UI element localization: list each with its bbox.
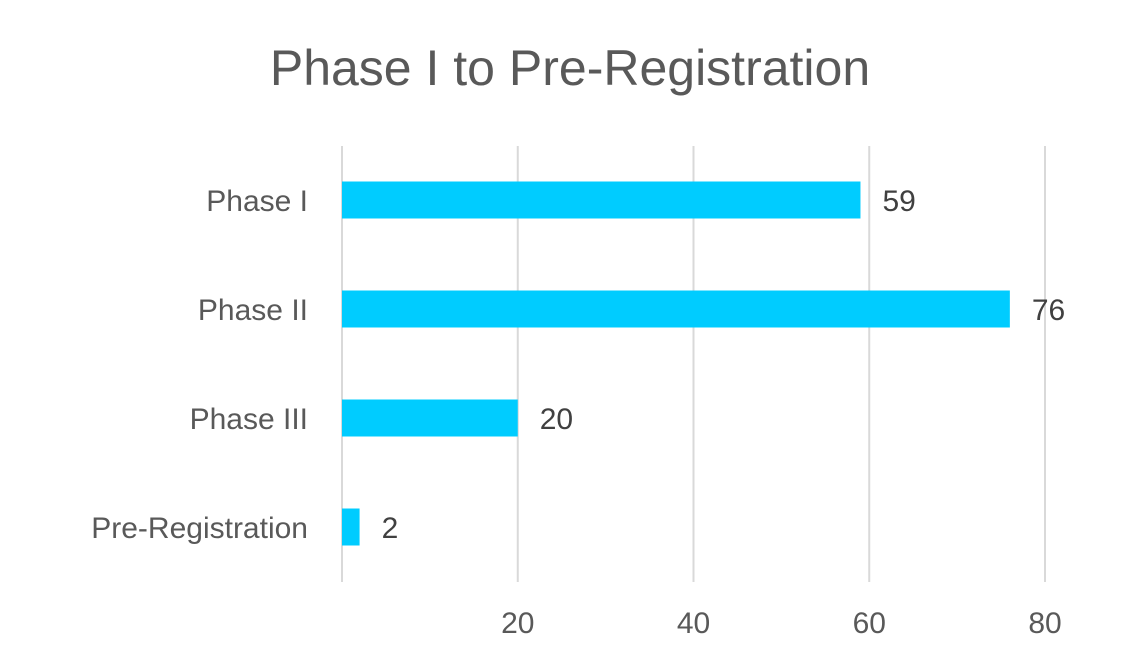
x-axis-ticks: 20 40 60 80	[501, 607, 1062, 640]
chart-title: Phase I to Pre-Registration	[269, 40, 871, 96]
category-label: Phase II	[198, 294, 308, 327]
category-label: Phase I	[206, 185, 308, 218]
x-tick-label: 60	[853, 607, 886, 640]
category-label: Phase III	[190, 403, 308, 436]
data-label: 76	[1032, 294, 1065, 327]
x-tick-label: 20	[501, 607, 534, 640]
bar	[342, 508, 360, 546]
category-label: Pre-Registration	[91, 512, 308, 545]
x-tick-label: 40	[677, 607, 710, 640]
bar	[342, 181, 861, 219]
bar	[342, 290, 1010, 328]
bars	[342, 181, 1010, 546]
x-tick-label: 80	[1028, 607, 1061, 640]
data-label: 20	[540, 403, 573, 436]
data-label: 2	[382, 512, 399, 545]
data-label: 59	[882, 185, 915, 218]
bar	[342, 399, 518, 437]
category-labels: Phase I Phase II Phase III Pre-Registration	[91, 185, 308, 545]
data-labels: 59 76 20 2	[382, 185, 1066, 545]
